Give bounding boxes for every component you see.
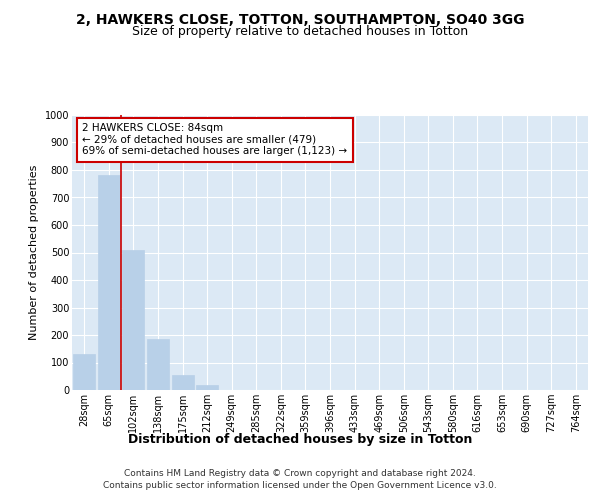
Bar — [196, 384, 218, 390]
Text: Contains HM Land Registry data © Crown copyright and database right 2024.: Contains HM Land Registry data © Crown c… — [124, 469, 476, 478]
Y-axis label: Number of detached properties: Number of detached properties — [29, 165, 39, 340]
Text: 2, HAWKERS CLOSE, TOTTON, SOUTHAMPTON, SO40 3GG: 2, HAWKERS CLOSE, TOTTON, SOUTHAMPTON, S… — [76, 12, 524, 26]
Bar — [147, 339, 169, 390]
Bar — [98, 176, 120, 390]
Text: Distribution of detached houses by size in Totton: Distribution of detached houses by size … — [128, 432, 472, 446]
Text: Contains public sector information licensed under the Open Government Licence v3: Contains public sector information licen… — [103, 481, 497, 490]
Bar — [172, 375, 194, 390]
Bar — [73, 354, 95, 390]
Text: Size of property relative to detached houses in Totton: Size of property relative to detached ho… — [132, 25, 468, 38]
Text: 2 HAWKERS CLOSE: 84sqm
← 29% of detached houses are smaller (479)
69% of semi-de: 2 HAWKERS CLOSE: 84sqm ← 29% of detached… — [82, 123, 347, 156]
Bar — [122, 250, 145, 390]
